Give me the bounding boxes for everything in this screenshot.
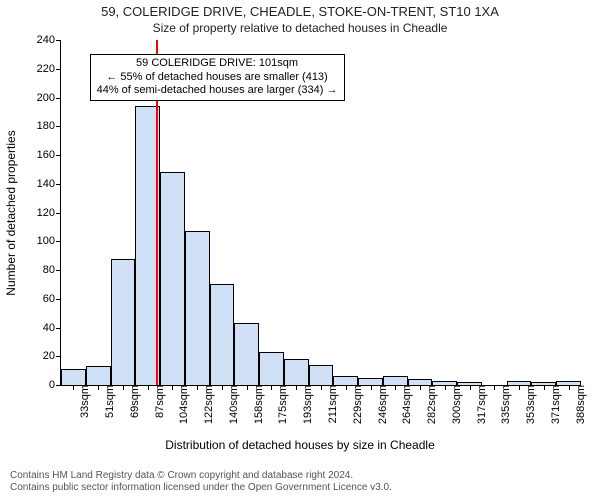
- y-axis-label: Number of detached properties: [4, 130, 18, 295]
- y-tick-mark: [56, 241, 61, 242]
- footer-line-2: Contains public sector information licen…: [10, 482, 600, 494]
- x-tick-label: 69sqm: [123, 385, 141, 418]
- histogram-bar: [234, 323, 259, 385]
- y-tick-mark: [56, 184, 61, 185]
- chart-plot-area: 02040608010012014016018020022024033sqm51…: [60, 40, 581, 386]
- y-tick-mark: [56, 155, 61, 156]
- x-tick-label: 300sqm: [445, 385, 463, 424]
- histogram-bar: [309, 365, 334, 385]
- y-tick-mark: [56, 98, 61, 99]
- x-tick-label: 211sqm: [321, 385, 339, 423]
- y-tick-mark: [56, 356, 61, 357]
- footer-attribution: Contains HM Land Registry data © Crown c…: [0, 470, 600, 494]
- x-tick-label: 33sqm: [73, 385, 91, 418]
- x-tick-label: 193sqm: [296, 385, 314, 424]
- histogram-bar: [284, 359, 309, 385]
- annotation-line-2: ← 55% of detached houses are smaller (41…: [97, 71, 338, 85]
- y-tick-mark: [56, 385, 61, 386]
- histogram-bar: [185, 231, 210, 385]
- x-tick-label: 317sqm: [470, 385, 488, 424]
- x-tick-label: 246sqm: [371, 385, 389, 424]
- y-tick-mark: [56, 126, 61, 127]
- histogram-bar: [160, 172, 185, 385]
- x-tick-label: 158sqm: [247, 385, 265, 424]
- x-tick-label: 229sqm: [346, 385, 364, 424]
- x-tick-label: 353sqm: [519, 385, 537, 424]
- y-tick-mark: [56, 270, 61, 271]
- y-tick-mark: [56, 328, 61, 329]
- histogram-bar: [259, 352, 284, 385]
- histogram-bar: [210, 284, 235, 385]
- histogram-bar: [383, 376, 408, 385]
- histogram-bar: [358, 378, 383, 385]
- x-tick-label: 51sqm: [98, 385, 116, 418]
- footer-line-1: Contains HM Land Registry data © Crown c…: [10, 470, 600, 482]
- y-tick-mark: [56, 40, 61, 41]
- y-tick-mark: [56, 69, 61, 70]
- x-tick-label: 282sqm: [420, 385, 438, 424]
- x-tick-label: 140sqm: [222, 385, 240, 424]
- histogram-bar: [111, 259, 136, 386]
- x-tick-label: 104sqm: [172, 385, 190, 424]
- annotation-line-3: 44% of semi-detached houses are larger (…: [97, 84, 338, 98]
- x-tick-label: 87sqm: [148, 385, 166, 418]
- x-tick-label: 388sqm: [569, 385, 587, 424]
- x-axis-label: Distribution of detached houses by size …: [0, 438, 600, 452]
- x-tick-label: 335sqm: [494, 385, 512, 424]
- chart-title-address: 59, COLERIDGE DRIVE, CHEADLE, STOKE-ON-T…: [0, 4, 600, 19]
- annotation-box: 59 COLERIDGE DRIVE: 101sqm ← 55% of deta…: [90, 54, 345, 101]
- histogram-bar: [61, 369, 86, 385]
- x-tick-label: 264sqm: [395, 385, 413, 424]
- chart-title-description: Size of property relative to detached ho…: [0, 21, 600, 35]
- y-tick-mark: [56, 299, 61, 300]
- x-tick-label: 175sqm: [271, 385, 289, 424]
- histogram-bar: [86, 366, 111, 385]
- x-tick-label: 371sqm: [544, 385, 562, 424]
- x-tick-label: 122sqm: [197, 385, 215, 424]
- y-tick-mark: [56, 213, 61, 214]
- annotation-line-1: 59 COLERIDGE DRIVE: 101sqm: [97, 57, 338, 71]
- histogram-bar: [333, 376, 358, 385]
